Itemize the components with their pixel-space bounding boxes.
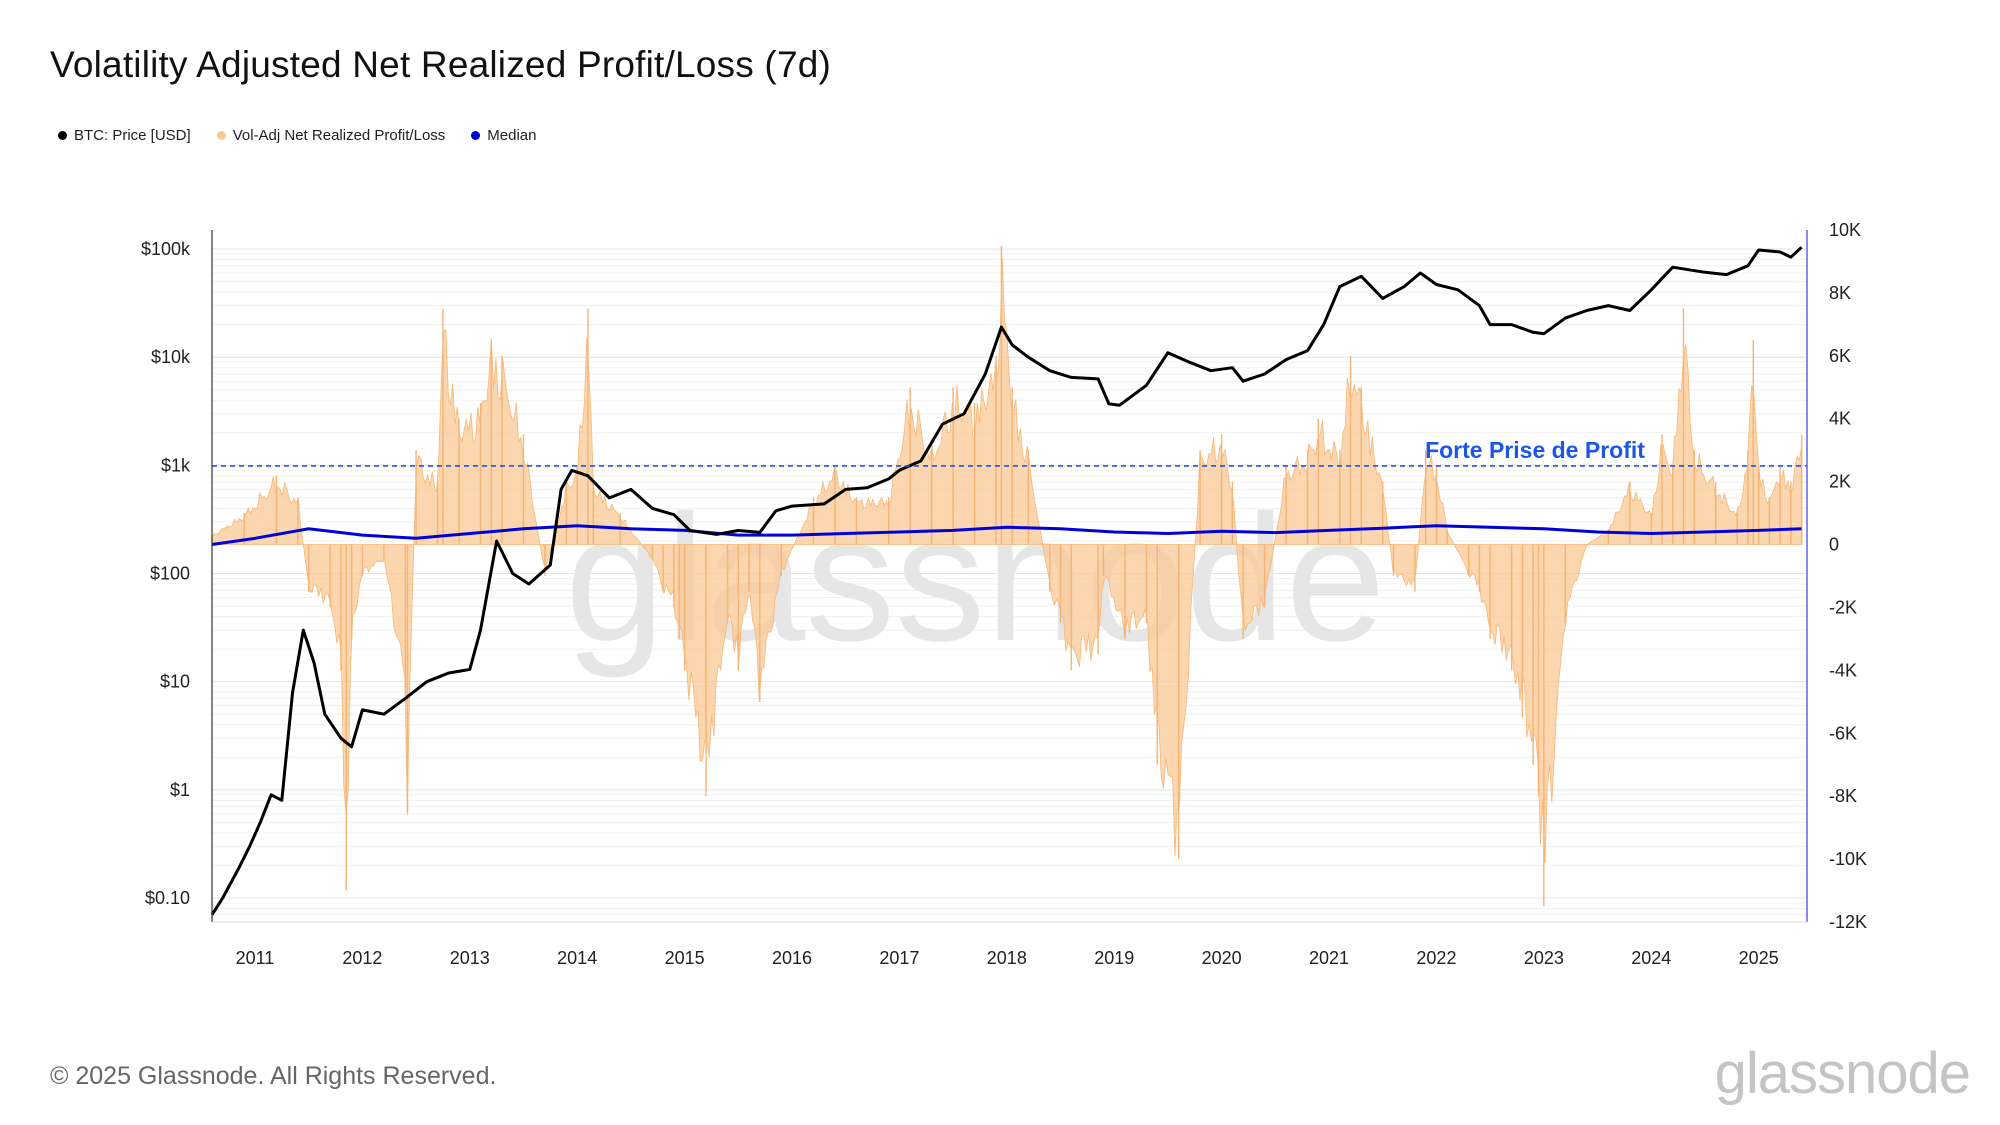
right-tick-label: 8K xyxy=(1829,283,1851,303)
x-tick-label: 2018 xyxy=(987,948,1027,968)
lines-group xyxy=(210,246,1803,916)
right-tick-label: 0 xyxy=(1829,535,1839,555)
x-tick-label: 2011 xyxy=(236,948,275,968)
legend-label-price: BTC: Price [USD] xyxy=(74,127,191,144)
left-tick-label: $100k xyxy=(141,239,191,259)
chart-title: Volatility Adjusted Net Realized Profit/… xyxy=(50,44,832,85)
x-tick-label: 2022 xyxy=(1416,948,1456,968)
right-tick-label: 10K xyxy=(1829,220,1861,240)
legend-dot-median xyxy=(471,131,481,140)
left-tick-label: $10 xyxy=(160,672,190,692)
median-line xyxy=(211,524,1802,546)
legend-item-nrpl[interactable]: Vol-Adj Net Realized Profit/Loss xyxy=(216,127,446,144)
right-tick-label: -6K xyxy=(1829,723,1857,743)
glassnode-logo: glassnode xyxy=(1714,1041,1971,1106)
x-tick-label: 2017 xyxy=(879,948,919,968)
left-tick-label: $0.10 xyxy=(145,888,190,908)
x-tick-label: 2015 xyxy=(665,948,705,968)
nrpl-area-group xyxy=(211,245,1803,907)
left-tick-label: $100 xyxy=(150,564,190,584)
x-tick-label: 2016 xyxy=(772,948,812,968)
legend-label-median: Median xyxy=(487,127,537,144)
nrpl-area xyxy=(211,258,1802,864)
x-tick-label: 2012 xyxy=(342,948,382,968)
legend-dot-nrpl xyxy=(216,131,226,140)
legend-item-price[interactable]: BTC: Price [USD] xyxy=(58,127,191,144)
x-tick-label: 2013 xyxy=(450,948,490,968)
x-tick-label: 2025 xyxy=(1739,948,1779,968)
right-tick-label: -4K xyxy=(1829,660,1857,680)
legend-item-median[interactable]: Median xyxy=(471,127,537,144)
legend: BTC: Price [USD] Vol-Adj Net Realized Pr… xyxy=(58,127,537,144)
copyright-footer: © 2025 Glassnode. All Rights Reserved. xyxy=(50,1062,497,1090)
right-tick-label: -8K xyxy=(1829,786,1857,806)
right-tick-label: -2K xyxy=(1829,597,1857,617)
x-tick-label: 2021 xyxy=(1309,948,1349,968)
x-tick-label: 2024 xyxy=(1631,948,1671,968)
right-tick-label: 2K xyxy=(1829,472,1851,492)
annotation-label: Forte Prise de Profit xyxy=(1425,437,1645,463)
x-tick-label: 2014 xyxy=(557,948,597,968)
left-tick-label: $1 xyxy=(170,780,190,800)
left-tick-label: $1k xyxy=(161,455,191,475)
x-tick-label: 2020 xyxy=(1202,948,1242,968)
x-tick-label: 2019 xyxy=(1094,948,1134,968)
right-tick-label: -10K xyxy=(1829,849,1867,869)
annotation-group: Forte Prise de Profit xyxy=(212,437,1807,467)
axes-group: $0.10 $1 $10 $100 $1k $10k $100k 10K 8K 6K 4K 2K 0 -2… xyxy=(141,220,1867,968)
right-tick-label: 6K xyxy=(1829,346,1851,366)
price-line xyxy=(210,246,1803,916)
legend-label-nrpl: Vol-Adj Net Realized Profit/Loss xyxy=(232,127,446,144)
legend-dot-price xyxy=(58,131,67,140)
x-tick-label: 2023 xyxy=(1524,948,1564,968)
left-tick-label: $10k xyxy=(151,347,191,367)
right-tick-label: -12K xyxy=(1829,912,1867,932)
right-tick-label: 4K xyxy=(1829,409,1851,429)
